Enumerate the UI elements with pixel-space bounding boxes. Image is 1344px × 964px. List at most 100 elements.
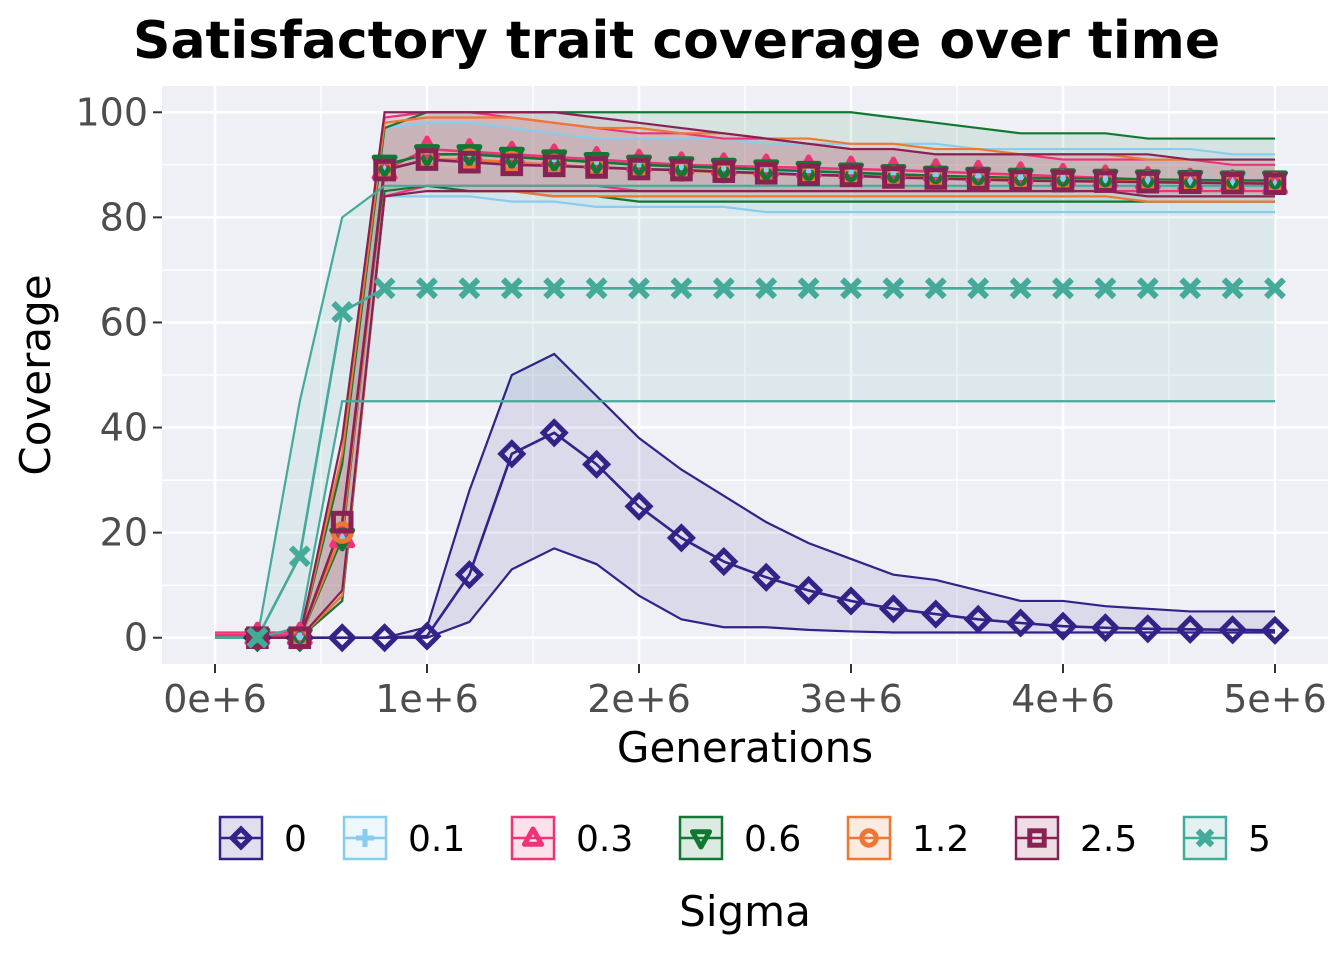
point-sigma-5 xyxy=(670,277,693,300)
point-sigma-5 xyxy=(967,277,990,300)
point-sigma-2.5 xyxy=(288,626,312,650)
point-sigma-0 xyxy=(412,621,442,651)
point-sigma-0 xyxy=(878,594,908,624)
legend-item-sigma-2.5: 2.5 xyxy=(1014,815,1137,861)
point-sigma-0 xyxy=(497,439,527,469)
point-sigma-2.5 xyxy=(1136,170,1160,194)
legend-label: 0 xyxy=(284,819,307,860)
point-sigma-0 xyxy=(666,523,696,553)
legend-marker xyxy=(859,828,879,848)
point-sigma-2.5 xyxy=(966,168,990,191)
legend-title: Sigma xyxy=(679,887,811,936)
point-sigma-2.5 xyxy=(712,160,736,183)
point-sigma-0 xyxy=(1006,608,1036,638)
point-sigma-5 xyxy=(1179,277,1202,300)
y-axis-label: Coverage xyxy=(11,274,60,475)
legend-label: 2.5 xyxy=(1080,819,1137,860)
point-sigma-2.5 xyxy=(373,158,396,182)
point-sigma-5 xyxy=(1136,277,1159,300)
point-sigma-2.5 xyxy=(839,164,863,188)
point-sigma-2.5 xyxy=(542,154,566,178)
legend-item-sigma-0.1: 0.1 xyxy=(342,815,465,861)
point-sigma-2.5 xyxy=(670,158,693,182)
point-sigma-2.5 xyxy=(1178,171,1202,194)
x-tick-label: 5e+6 xyxy=(1223,677,1327,721)
point-sigma-2.5 xyxy=(627,157,651,181)
point-sigma-5 xyxy=(712,277,735,300)
legend-label: 0.3 xyxy=(576,819,633,860)
legend-marker xyxy=(1195,828,1215,848)
point-sigma-2.5 xyxy=(500,153,524,177)
point-sigma-5 xyxy=(458,277,481,300)
band-lower-sigma-5 xyxy=(215,400,1275,639)
x-tick-label: 1e+6 xyxy=(375,677,479,721)
point-sigma-5 xyxy=(416,277,438,300)
point-sigma-0 xyxy=(1218,615,1248,645)
legend-label: 1.2 xyxy=(912,819,969,860)
legend-marker xyxy=(689,829,713,850)
point-sigma-2.5 xyxy=(246,626,269,650)
line-sigma-5 xyxy=(215,287,1275,640)
point-sigma-2.5 xyxy=(754,161,778,185)
point-sigma-0 xyxy=(454,560,484,590)
point-sigma-0 xyxy=(836,586,866,616)
point-sigma-0 xyxy=(709,547,739,577)
point-sigma-5 xyxy=(1009,277,1032,300)
point-sigma-5 xyxy=(543,277,566,300)
band-sigma-0 xyxy=(215,353,1275,638)
band-sigma-5 xyxy=(215,185,1275,638)
y-tick-label: 0 xyxy=(124,616,148,660)
y-ticks: 0 20 40 60 80 100 xyxy=(75,90,162,660)
point-sigma-0 xyxy=(1133,614,1163,644)
point-sigma-5 xyxy=(585,277,608,300)
point-sigma-5 xyxy=(246,626,269,649)
point-sigma-0 xyxy=(327,623,357,653)
legend-item-sigma-1.2: 1.2 xyxy=(846,815,969,861)
point-sigma-0 xyxy=(751,562,781,592)
point-sigma-0 xyxy=(794,575,824,605)
legend-marker xyxy=(521,826,545,847)
point-sigma-0 xyxy=(921,599,951,629)
legend-marker xyxy=(1027,828,1047,848)
legend-item-sigma-0: 0 xyxy=(218,815,307,861)
y-tick-label: 20 xyxy=(100,511,148,555)
point-sigma-2.5 xyxy=(458,150,481,174)
point-sigma-0.6 xyxy=(668,156,695,180)
point-sigma-0 xyxy=(1048,611,1078,641)
point-sigma-5 xyxy=(1264,277,1286,300)
point-sigma-5 xyxy=(882,277,905,300)
point-sigma-0 xyxy=(1090,613,1120,643)
point-sigma-5 xyxy=(331,301,354,323)
point-sigma-2.5 xyxy=(1009,169,1032,192)
point-sigma-0.6 xyxy=(795,160,822,185)
x-tick-label: 0e+6 xyxy=(163,677,267,721)
x-ticks: 0e+6 1e+6 2e+6 3e+6 4e+6 5e+6 xyxy=(163,664,1327,721)
x-tick-label: 2e+6 xyxy=(587,677,691,721)
x-tick-label: 4e+6 xyxy=(1011,677,1115,721)
point-sigma-2.5 xyxy=(415,148,439,171)
point-sigma-0.6 xyxy=(710,157,737,182)
point-sigma-2.5 xyxy=(882,166,905,189)
chart-title: Satisfactory trait coverage over time xyxy=(133,11,1220,71)
point-sigma-5 xyxy=(924,277,947,300)
line-sigma-0 xyxy=(215,431,1276,640)
legend-marker xyxy=(356,829,374,847)
band-upper-sigma-0.1 xyxy=(215,121,1275,639)
legend-label: 0.6 xyxy=(744,819,801,860)
point-sigma-2.5 xyxy=(1263,172,1287,196)
point-sigma-2.5 xyxy=(330,510,354,534)
legend: 0 0.1 0.3 0.6 1.2 2.5 5 xyxy=(218,815,1271,861)
point-sigma-5 xyxy=(1094,277,1117,300)
x-axis-label: Generations xyxy=(617,723,873,772)
point-sigma-2.5 xyxy=(1094,170,1117,193)
point-sigma-5 xyxy=(1052,277,1074,300)
point-sigma-0 xyxy=(582,449,612,479)
point-sigma-5 xyxy=(628,277,650,300)
point-sigma-2.5 xyxy=(797,163,820,187)
y-tick-label: 40 xyxy=(100,406,148,450)
point-sigma-2.5 xyxy=(1221,171,1244,195)
point-sigma-0 xyxy=(963,604,993,634)
point-sigma-0 xyxy=(539,418,569,448)
y-tick-label: 60 xyxy=(100,300,148,344)
